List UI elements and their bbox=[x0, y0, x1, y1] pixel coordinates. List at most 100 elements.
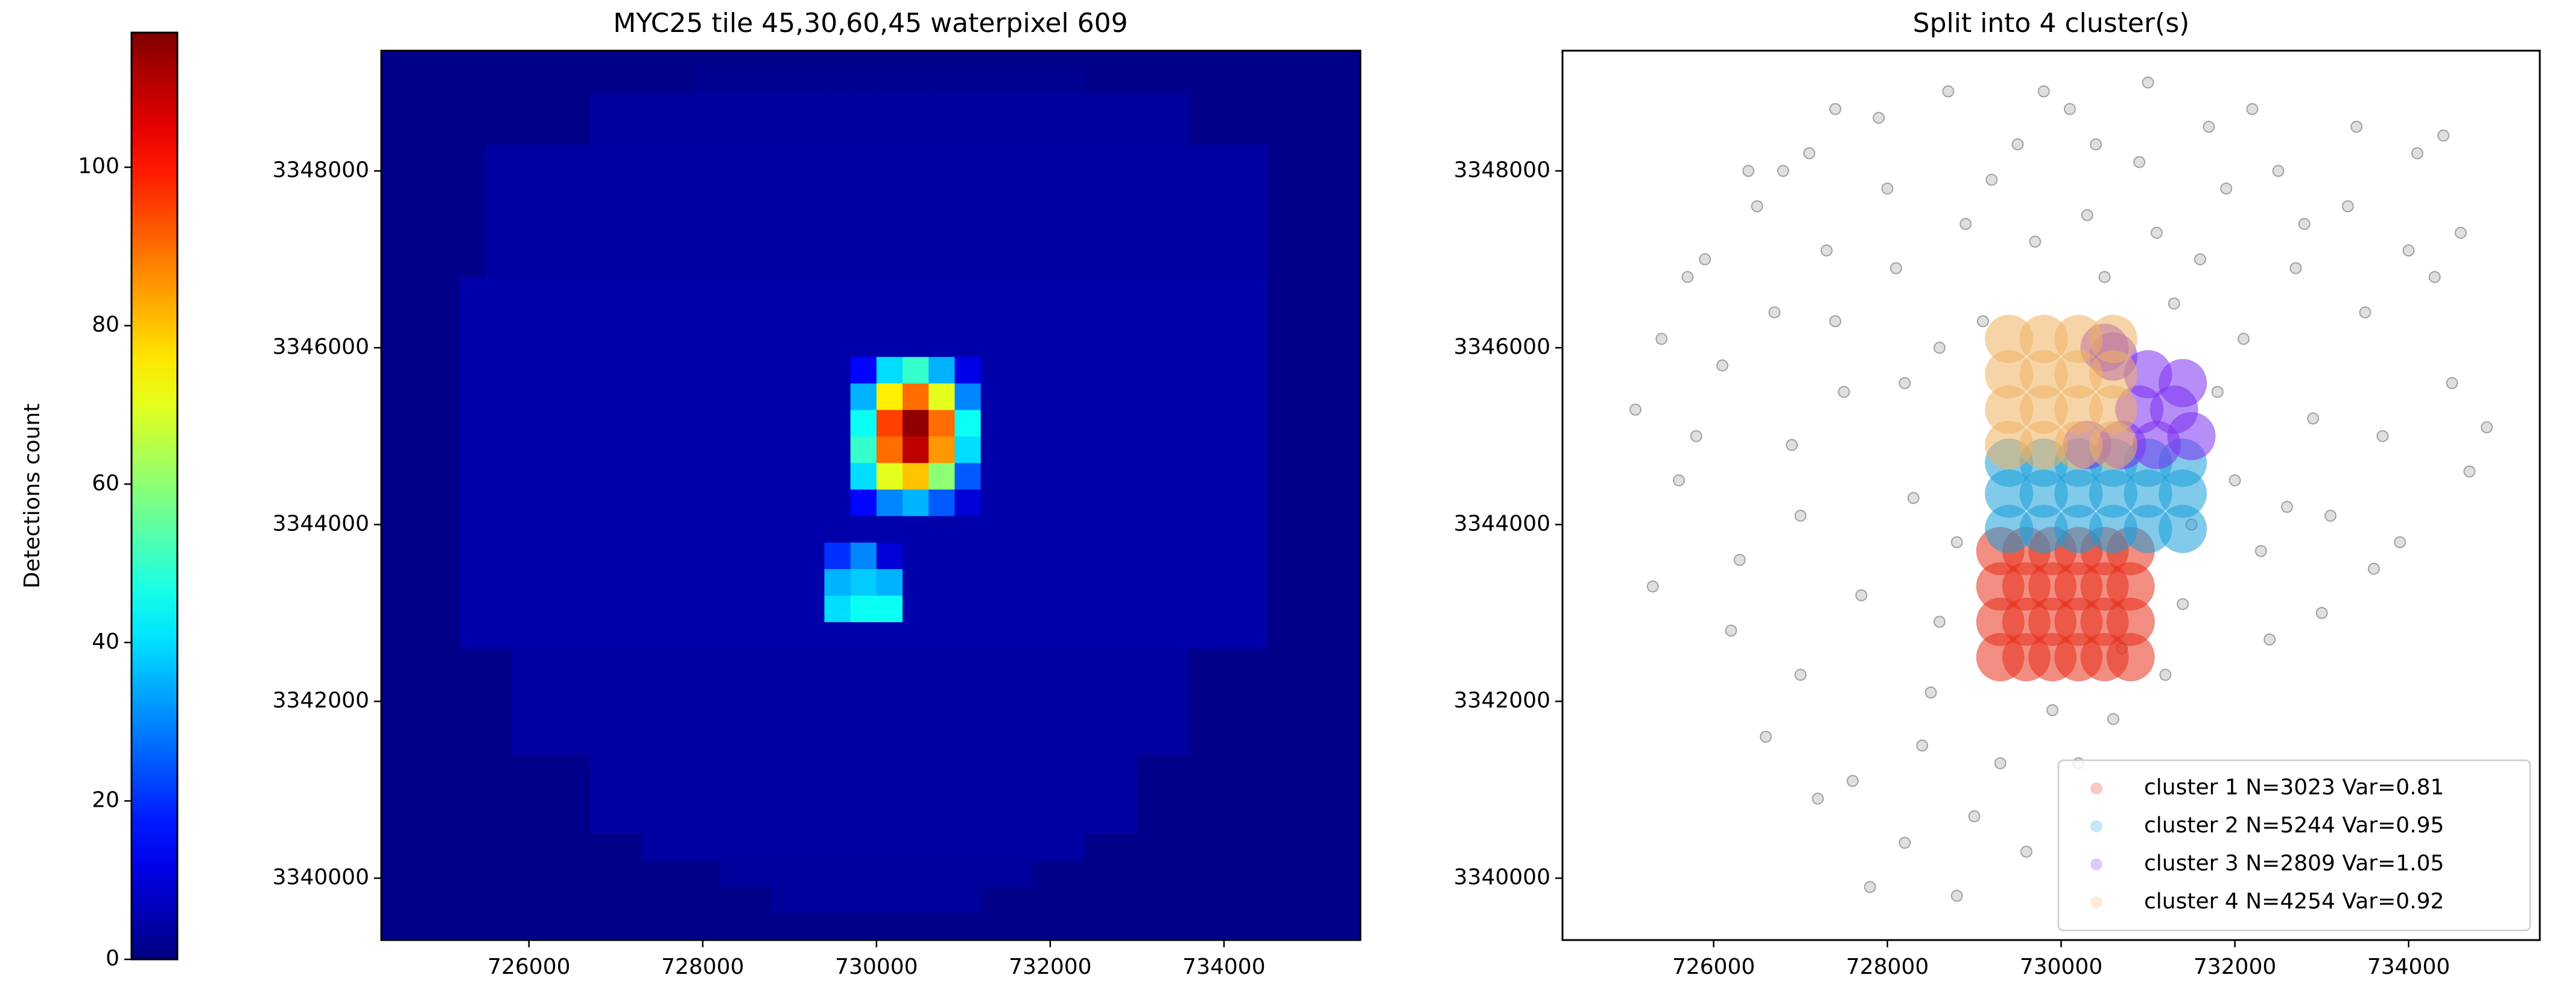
scatter-point bbox=[1985, 350, 2034, 399]
heatmap-cell bbox=[876, 91, 903, 118]
heatmap-cell bbox=[538, 754, 565, 781]
colorbar-label: Detections count bbox=[20, 404, 45, 589]
heatmap-cell bbox=[694, 171, 721, 198]
heatmap-cell bbox=[1293, 914, 1320, 940]
heatmap-cell bbox=[459, 914, 486, 940]
heatmap-cell bbox=[1111, 356, 1138, 384]
x-tick-label: 730000 bbox=[835, 955, 918, 979]
heatmap-cell bbox=[1241, 277, 1268, 304]
heatmap-cell bbox=[589, 542, 617, 570]
heatmap-cell bbox=[980, 860, 1007, 888]
heatmap-cell bbox=[668, 277, 695, 304]
heatmap-cell bbox=[563, 515, 591, 543]
scatter-point bbox=[1899, 836, 1911, 849]
heatmap-cell bbox=[694, 409, 721, 437]
heatmap-cell bbox=[720, 330, 747, 357]
heatmap-cell bbox=[1137, 621, 1164, 649]
heatmap-cell bbox=[1111, 65, 1138, 92]
heatmap-cell bbox=[694, 914, 721, 940]
heatmap-cell bbox=[459, 887, 486, 914]
scatter-point bbox=[1985, 385, 2034, 434]
heatmap-cell bbox=[1033, 91, 1059, 118]
heatmap-cell bbox=[1163, 250, 1190, 278]
heatmap-cell bbox=[1293, 330, 1320, 357]
heatmap-cell bbox=[563, 675, 591, 702]
heatmap-cell bbox=[407, 65, 434, 92]
heatmap-cell bbox=[694, 356, 721, 384]
scatter-point bbox=[2203, 121, 2215, 133]
heatmap-cell bbox=[485, 914, 512, 940]
scatter-point bbox=[2020, 845, 2032, 858]
heatmap-cell bbox=[903, 65, 929, 92]
scatter-point bbox=[1907, 492, 1920, 504]
heatmap-cell bbox=[1267, 807, 1294, 834]
heatmap-cell bbox=[1319, 728, 1347, 755]
heatmap-cell bbox=[668, 675, 695, 702]
scatter-point bbox=[2168, 297, 2180, 310]
scatter-point bbox=[2081, 209, 2093, 221]
heatmap-cell bbox=[381, 250, 408, 278]
heatmap-cell bbox=[563, 224, 591, 251]
heatmap-cell bbox=[903, 754, 929, 781]
heatmap-cell bbox=[485, 197, 512, 224]
heatmap-cell bbox=[772, 648, 799, 676]
heatmap-cell bbox=[1267, 887, 1294, 914]
heatmap-cell bbox=[850, 914, 877, 940]
scatter-point bbox=[1751, 200, 1763, 212]
heatmap-cell bbox=[720, 595, 747, 623]
heatmap-cell bbox=[1345, 914, 1360, 940]
heatmap-cell bbox=[824, 330, 851, 357]
scatter-point bbox=[1803, 147, 1815, 159]
heatmap-cell bbox=[1241, 144, 1268, 171]
heatmap-cell bbox=[381, 118, 408, 145]
heatmap-cell bbox=[1345, 781, 1360, 808]
heatmap-cell bbox=[1163, 675, 1190, 702]
scatter-point bbox=[2054, 350, 2103, 399]
heatmap-cell bbox=[876, 807, 903, 834]
heatmap-cell bbox=[954, 914, 982, 940]
heatmap-cell bbox=[1059, 356, 1086, 384]
heatmap-cell bbox=[563, 277, 591, 304]
heatmap-cell bbox=[746, 65, 773, 92]
heatmap-cell bbox=[903, 144, 929, 171]
heatmap-cell bbox=[433, 250, 460, 278]
heatmap-cell bbox=[1006, 250, 1033, 278]
heatmap-cell bbox=[589, 277, 617, 304]
heatmap-cell bbox=[668, 595, 695, 623]
heatmap-cell bbox=[1267, 197, 1294, 224]
heatmap-cell bbox=[720, 197, 747, 224]
heatmap-cell bbox=[459, 409, 486, 437]
heatmap-cell bbox=[798, 356, 825, 384]
heatmap-cell bbox=[746, 914, 773, 940]
heatmap-cell bbox=[772, 914, 799, 940]
heatmap-cell bbox=[1345, 701, 1360, 728]
scatter-point bbox=[2229, 474, 2241, 487]
heatmap-cell bbox=[903, 621, 929, 649]
heatmap-cell bbox=[772, 515, 799, 543]
heatmap-cell bbox=[433, 675, 460, 702]
scatter-point bbox=[1846, 775, 1859, 787]
heatmap-cell bbox=[1293, 489, 1320, 516]
heatmap-cell bbox=[824, 515, 851, 543]
axes-frame bbox=[380, 49, 1362, 941]
heatmap-cell bbox=[694, 51, 721, 66]
heatmap-cell bbox=[615, 303, 642, 331]
heatmap-cell bbox=[772, 754, 799, 781]
heatmap-cell bbox=[433, 887, 460, 914]
heatmap-cell bbox=[615, 568, 642, 596]
heatmap-cell bbox=[1241, 409, 1268, 437]
heatmap-cell bbox=[1059, 542, 1086, 570]
heatmap-cell bbox=[1059, 568, 1086, 596]
scatter-point bbox=[2159, 358, 2207, 407]
heatmap-cell bbox=[824, 621, 851, 649]
heatmap-cell bbox=[1267, 754, 1294, 781]
heatmap-cell bbox=[485, 834, 512, 861]
heatmap-cell bbox=[1319, 303, 1347, 331]
heatmap-cell bbox=[1085, 224, 1112, 251]
heatmap-cell bbox=[538, 171, 565, 198]
heatmap-cell bbox=[746, 118, 773, 145]
heatmap-cell bbox=[746, 51, 773, 66]
heatmap-cell bbox=[1111, 595, 1138, 623]
heatmap-cell bbox=[850, 277, 877, 304]
heatmap-cell bbox=[954, 648, 982, 676]
